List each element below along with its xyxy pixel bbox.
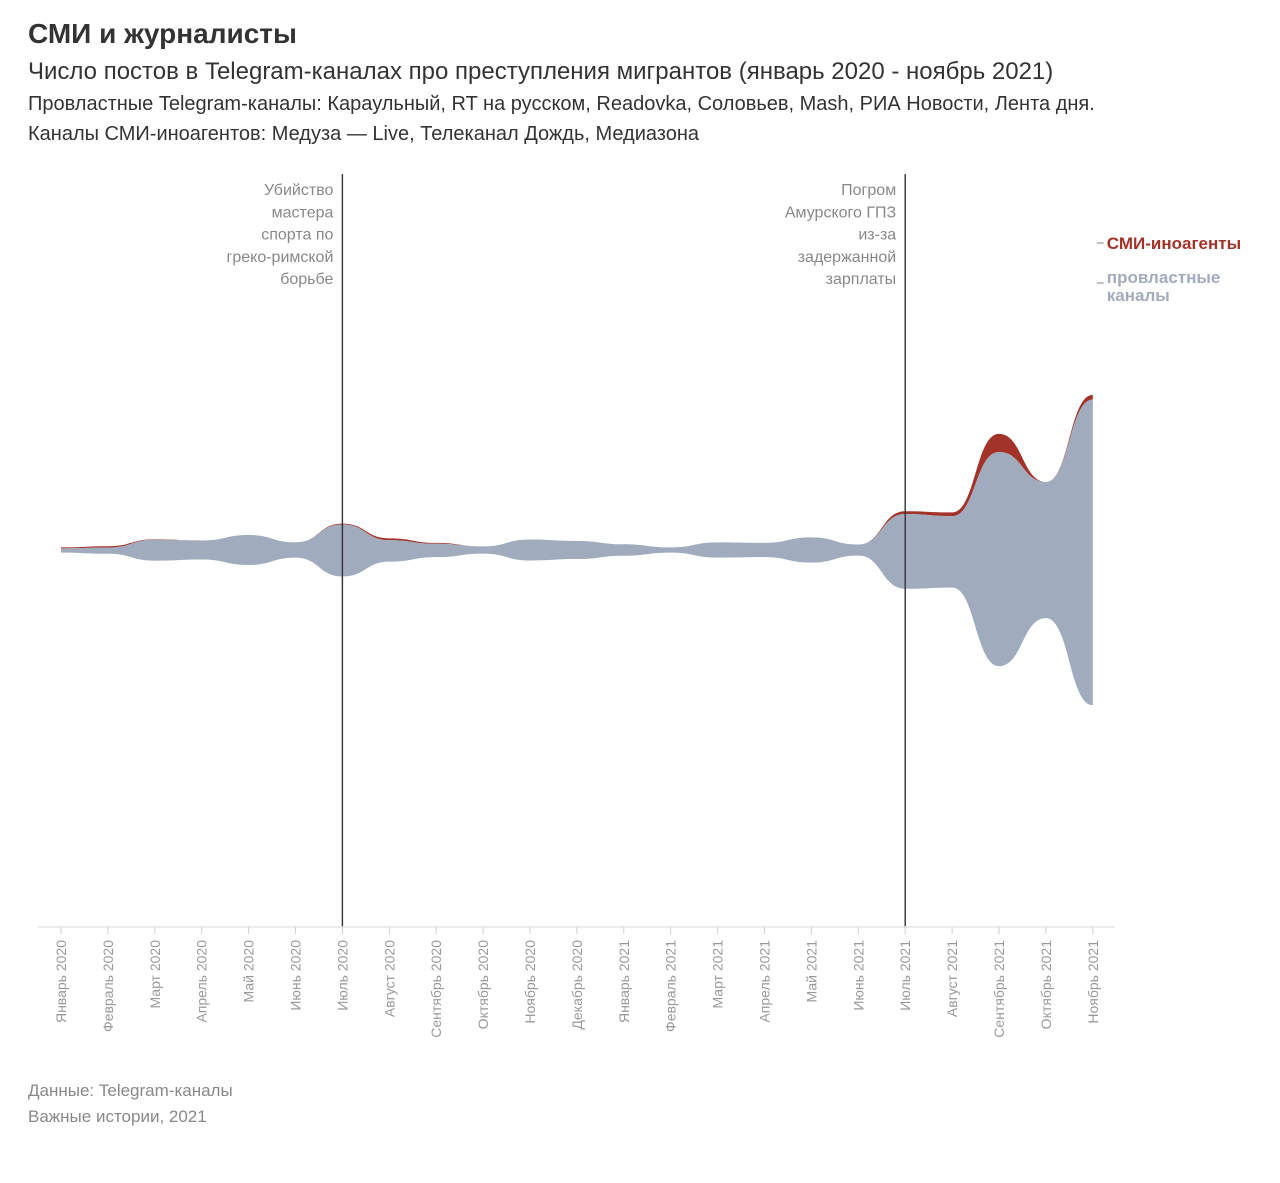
x-axis-tick-label: Октябрь 2020 xyxy=(475,940,491,1030)
chart-title: СМИ и журналисты xyxy=(28,18,297,49)
legend-label-foreign-agents: СМИ-иноагенты xyxy=(1107,234,1241,253)
event-annotations: Убийство мастера спорта по греко-римской бор… xyxy=(227,174,906,927)
legend: СМИ-иноагенты провластные каналы xyxy=(1096,234,1241,305)
annotation-text: Погром Амурского ГПЗ из-за задержанной зарпл… xyxy=(785,182,896,288)
legend-label-pro-government: провластные каналы xyxy=(1107,268,1221,305)
chart-subtitle: Число постов в Telegram-каналах про прес… xyxy=(28,58,1054,85)
x-axis-tick-label: Март 2021 xyxy=(710,940,726,1009)
annotation-text: Убийство мастера спорта по греко-римской бор… xyxy=(227,182,334,288)
x-axis-tick-label: Октябрь 2021 xyxy=(1038,940,1054,1030)
stream-layers xyxy=(61,394,1093,706)
x-axis-tick-label: Июнь 2021 xyxy=(850,940,866,1011)
x-axis-tick-label: Июль 2021 xyxy=(897,940,913,1011)
description-pro-government: Провластные Telegram-каналы: Караульный,… xyxy=(28,93,1095,115)
x-axis-tick-label: Апрель 2021 xyxy=(757,940,773,1023)
x-axis-tick-label: Июль 2020 xyxy=(334,940,350,1011)
x-axis-tick-label: Август 2021 xyxy=(944,940,960,1017)
x-axis-tick-label: Июнь 2020 xyxy=(288,940,304,1011)
x-axis-tick-label: Май 2020 xyxy=(241,940,257,1003)
x-axis-tick-label: Февраль 2020 xyxy=(100,940,116,1032)
stream-layer-pro-government xyxy=(61,399,1093,706)
x-axis-tick-label: Май 2021 xyxy=(803,940,819,1003)
x-axis-tick-label: Август 2020 xyxy=(381,940,397,1017)
data-source: Данные: Telegram-каналы xyxy=(28,1081,233,1100)
x-axis-tick-label: Январь 2021 xyxy=(616,940,632,1023)
x-axis-tick-label: Сентябрь 2020 xyxy=(428,940,444,1038)
x-axis-tick-label: Март 2020 xyxy=(147,940,163,1009)
x-axis-tick-label: Сентябрь 2021 xyxy=(991,940,1007,1038)
x-axis-tick-label: Апрель 2020 xyxy=(194,940,210,1023)
x-axis-tick-label: Декабрь 2020 xyxy=(569,940,585,1030)
x-axis-tick-label: Ноябрь 2020 xyxy=(522,940,538,1024)
credit: Важные истории, 2021 xyxy=(28,1107,207,1126)
x-axis-tick-label: Ноябрь 2021 xyxy=(1085,940,1101,1024)
x-axis-tick-label: Февраль 2021 xyxy=(663,940,679,1032)
x-axis-tick-label: Январь 2020 xyxy=(53,940,69,1023)
description-foreign-agents: Каналы СМИ-иноагентов: Медуза — Live, Те… xyxy=(28,123,700,145)
x-axis: Январь 2020 Февраль 2020 Март 2020 Апрель 2… xyxy=(38,926,1115,1038)
